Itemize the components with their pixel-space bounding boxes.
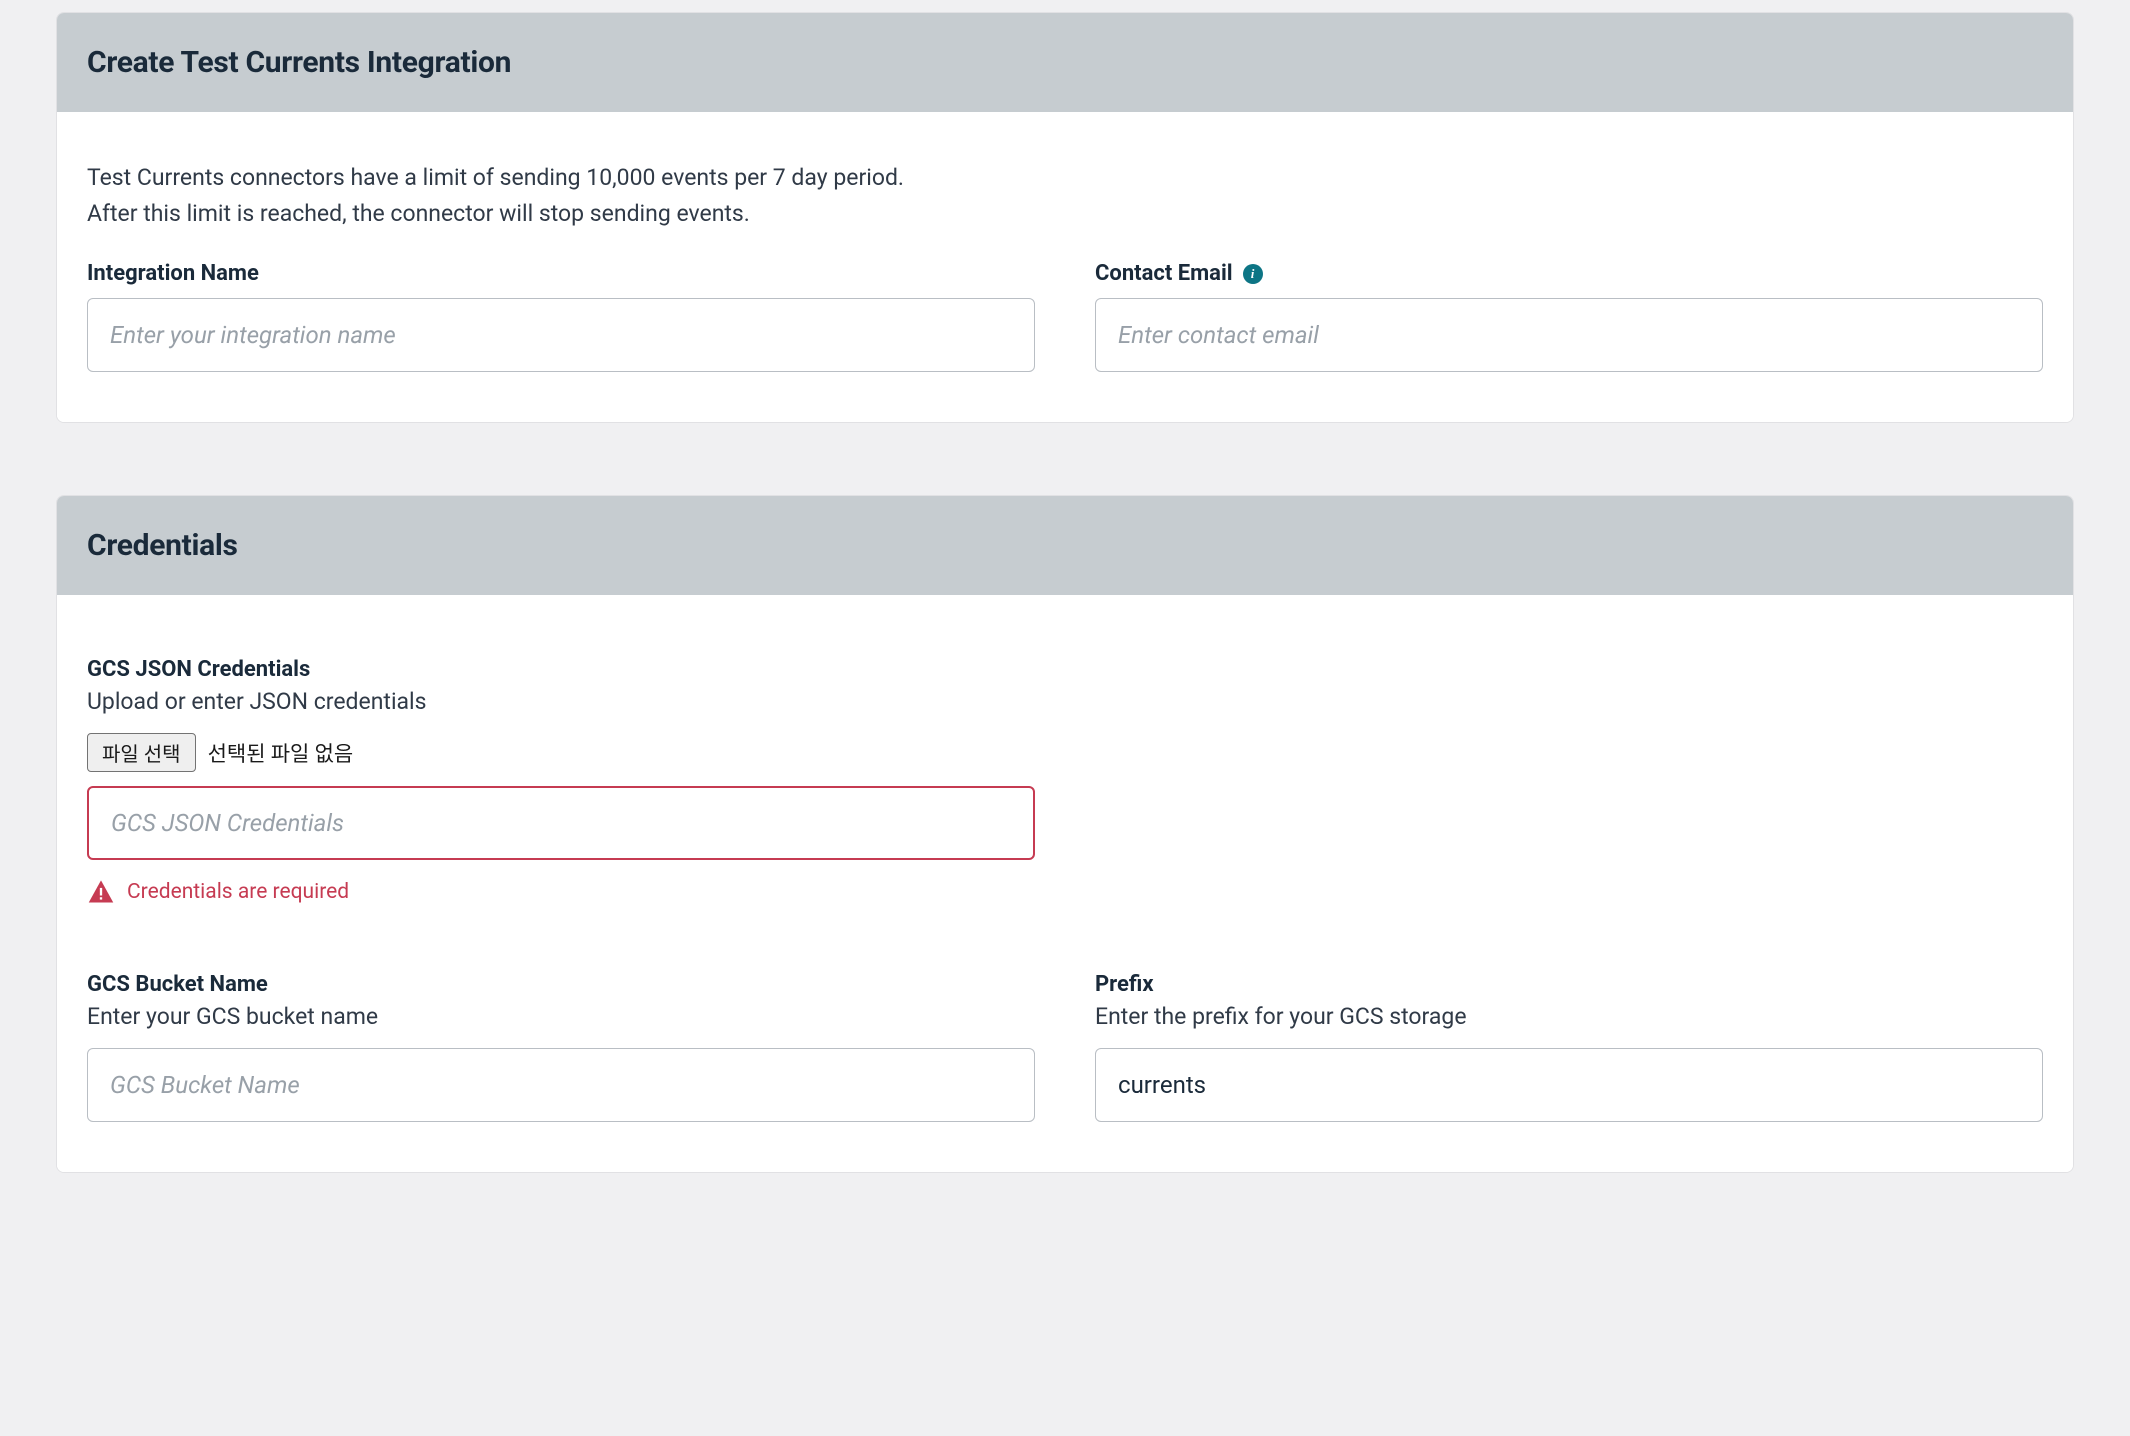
file-select-button[interactable]: 파일 선택 bbox=[87, 733, 196, 772]
info-icon[interactable]: i bbox=[1243, 264, 1263, 284]
integration-name-input[interactable] bbox=[87, 298, 1035, 372]
gcs-json-error-row: Credentials are required bbox=[87, 878, 1035, 906]
warning-icon bbox=[87, 878, 115, 906]
prefix-desc: Enter the prefix for your GCS storage bbox=[1095, 1003, 2043, 1030]
contact-email-col: Contact Email i bbox=[1095, 261, 2043, 372]
credentials-panel: Credentials GCS JSON Credentials Upload … bbox=[56, 495, 2074, 1173]
prefix-label: Prefix bbox=[1095, 972, 2043, 997]
bucket-label: GCS Bucket Name bbox=[87, 972, 1035, 997]
contact-email-label-line: Contact Email i bbox=[1095, 261, 2043, 286]
create-integration-title: Create Test Currents Integration bbox=[87, 45, 2043, 80]
intro-text: Test Currents connectors have a limit of… bbox=[87, 160, 2043, 231]
name-email-row: Integration Name Contact Email i bbox=[87, 261, 2043, 372]
gcs-json-input[interactable] bbox=[87, 786, 1035, 860]
bucket-input[interactable] bbox=[87, 1048, 1035, 1122]
section-gap bbox=[87, 906, 2043, 972]
prefix-col: Prefix Enter the prefix for your GCS sto… bbox=[1095, 972, 2043, 1122]
bucket-col: GCS Bucket Name Enter your GCS bucket na… bbox=[87, 972, 1035, 1122]
credentials-header: Credentials bbox=[57, 496, 2073, 595]
credentials-title: Credentials bbox=[87, 528, 2043, 563]
create-integration-body: Test Currents connectors have a limit of… bbox=[57, 112, 2073, 422]
file-select-row: 파일 선택 선택된 파일 없음 bbox=[87, 733, 1035, 772]
contact-email-input[interactable] bbox=[1095, 298, 2043, 372]
gcs-json-row: GCS JSON Credentials Upload or enter JSO… bbox=[87, 657, 2043, 906]
integration-name-col: Integration Name bbox=[87, 261, 1035, 372]
gcs-json-col: GCS JSON Credentials Upload or enter JSO… bbox=[87, 657, 1035, 906]
bucket-prefix-row: GCS Bucket Name Enter your GCS bucket na… bbox=[87, 972, 2043, 1122]
credentials-body: GCS JSON Credentials Upload or enter JSO… bbox=[57, 595, 2073, 1172]
intro-line-1: Test Currents connectors have a limit of… bbox=[87, 164, 904, 191]
gcs-json-desc: Upload or enter JSON credentials bbox=[87, 688, 1035, 715]
prefix-input[interactable] bbox=[1095, 1048, 2043, 1122]
gcs-json-error-text: Credentials are required bbox=[127, 880, 349, 904]
integration-name-label: Integration Name bbox=[87, 261, 259, 286]
bucket-desc: Enter your GCS bucket name bbox=[87, 1003, 1035, 1030]
gcs-json-label: GCS JSON Credentials bbox=[87, 657, 1035, 682]
integration-name-label-line: Integration Name bbox=[87, 261, 1035, 286]
contact-email-label: Contact Email bbox=[1095, 261, 1233, 286]
create-integration-header: Create Test Currents Integration bbox=[57, 13, 2073, 112]
file-select-status: 선택된 파일 없음 bbox=[208, 738, 354, 768]
create-integration-panel: Create Test Currents Integration Test Cu… bbox=[56, 12, 2074, 423]
intro-line-2: After this limit is reached, the connect… bbox=[87, 200, 750, 227]
